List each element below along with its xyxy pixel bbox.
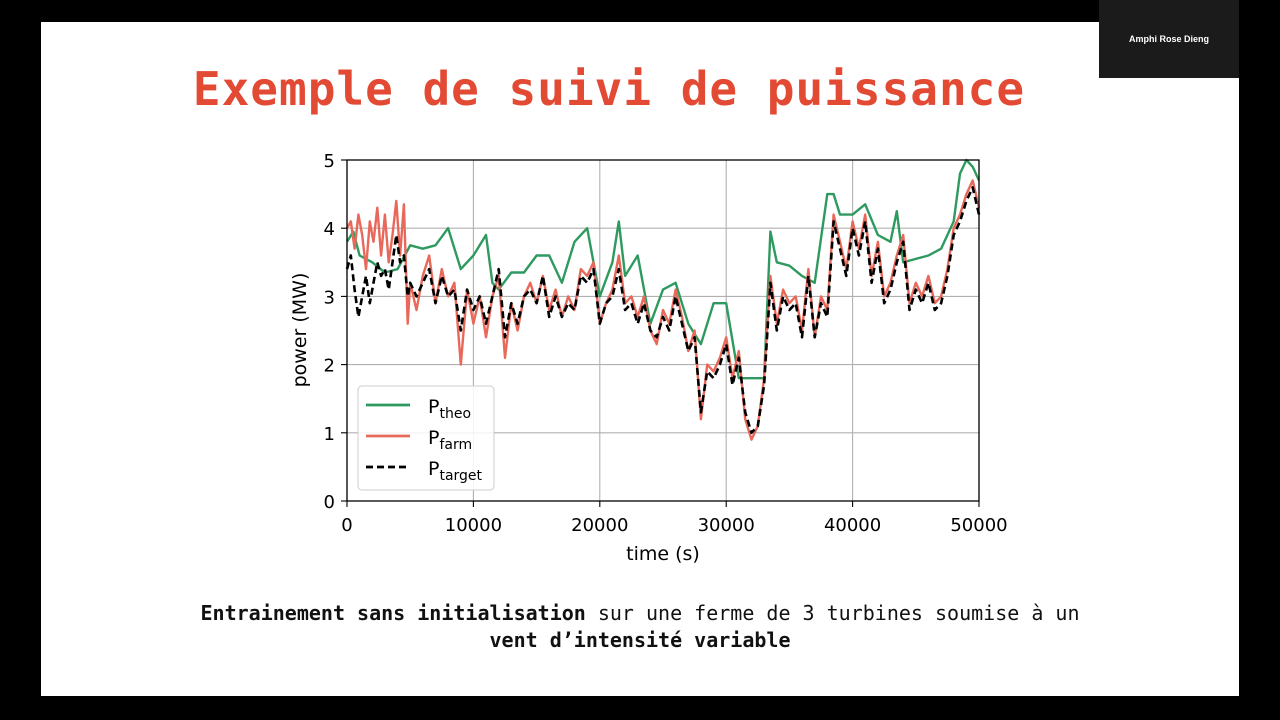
legend-label-main: P [428,458,439,480]
x-tick-label: 0 [341,515,352,536]
legend-label-main: P [428,427,439,449]
x-tick-label: 40000 [824,515,881,536]
legend-label-subscript: farm [439,437,472,453]
series-layer [345,158,981,441]
y-tick-label: 2 [324,356,335,377]
series-line-farm [345,179,981,441]
y-tick-label: 0 [324,492,335,513]
legend-label-main: P [428,396,439,418]
slide-title: Exemple de suivi de puissance [192,62,1026,116]
plot-frame [346,159,980,502]
x-tick-label: 30000 [698,515,755,536]
legend-label-subscript: target [439,468,482,484]
x-tick-label: 20000 [571,515,628,536]
x-tick-label: 10000 [445,515,502,536]
y-tick-label: 1 [324,424,335,445]
y-axis-label: power (MW) [289,273,311,388]
legend-label-target: Ptarget [428,458,483,484]
legend-label-farm: Pfarm [428,427,472,453]
y-tick-label: 5 [324,151,335,172]
x-axis-label: time (s) [626,543,700,565]
caption-bold-1: Entrainement sans initialisation [200,601,586,625]
y-tick-label: 4 [324,219,335,240]
caption-normal: sur une ferme de 3 turbines soumise à un [585,601,1080,625]
participant-name: Amphi Rose Dieng [1128,34,1209,44]
participant-video-tile[interactable]: Amphi Rose Dieng [1099,0,1239,78]
y-tick-label: 3 [324,287,335,308]
caption-bold-2: vent d’intensité variable [489,628,791,652]
series-line-theo [345,158,981,380]
legend-label-theo: Ptheo [428,396,471,422]
legend-box [357,385,495,491]
ticks: 0 10000 20000 30000 40000 50000 0 1 2 3 4 5 [324,151,1008,536]
caption-line-2: vent d’intensité variable [41,627,1239,654]
series-line-target [345,186,981,435]
x-tick-label: 50000 [950,515,1007,536]
legend-label-subscript: theo [439,406,471,422]
caption-line-1: Entrainement sans initialisation sur une… [41,600,1239,627]
slide [41,22,1239,696]
